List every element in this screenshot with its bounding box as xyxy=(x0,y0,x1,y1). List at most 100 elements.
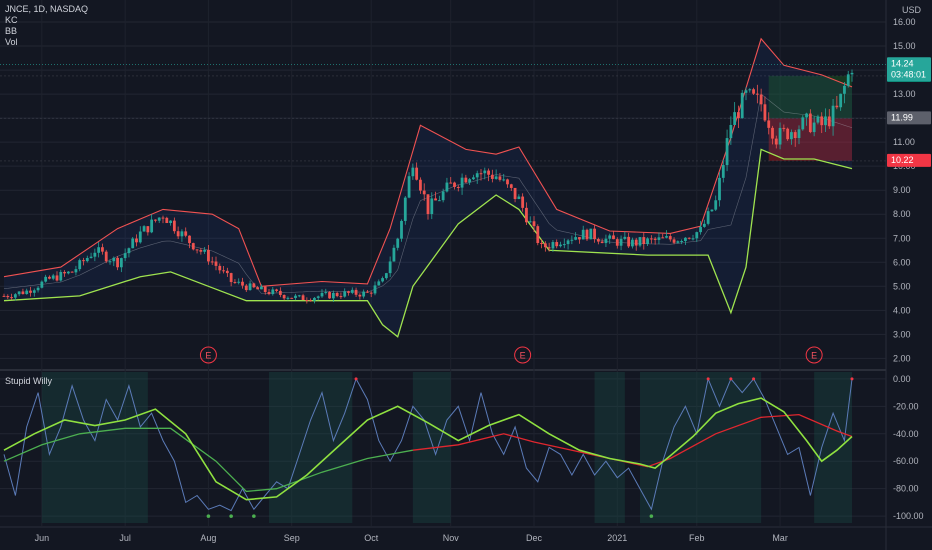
candle-body xyxy=(297,295,301,297)
overbought-dot xyxy=(706,377,710,381)
candle-body xyxy=(612,235,615,240)
candle-body xyxy=(578,237,581,240)
candle-body xyxy=(604,238,608,244)
candle-body xyxy=(793,132,797,138)
candle-body xyxy=(627,236,631,247)
candle-body xyxy=(316,296,320,298)
candle-body xyxy=(419,179,422,191)
candle-body xyxy=(214,261,218,266)
symbol-legend[interactable]: JNCE, 1D, NASDAQ KC BB Vol xyxy=(5,4,88,48)
candle-body xyxy=(17,291,21,295)
earnings-marker xyxy=(199,346,217,364)
candle-body xyxy=(752,89,755,94)
candle-body xyxy=(437,200,441,202)
willy-tick-label: -20.00 xyxy=(893,401,919,411)
candle-body xyxy=(748,89,752,91)
candle-body xyxy=(180,231,184,237)
price-tick-label: 9.00 xyxy=(893,185,911,195)
candle-body xyxy=(797,129,801,138)
stop-tag-text: 10.22 xyxy=(891,155,914,165)
candle-body xyxy=(479,173,483,175)
candle-body xyxy=(843,85,846,94)
candle-body xyxy=(396,238,400,248)
candle-body xyxy=(25,290,29,295)
indicator-vol[interactable]: Vol xyxy=(5,37,18,47)
time-axis[interactable]: Jun Jul Aug Sep Oct Nov Dec 2021 Feb Mar xyxy=(35,533,788,543)
candle-body xyxy=(631,239,634,247)
candle-body xyxy=(619,238,623,246)
last-price-tag-text: 14.24 xyxy=(891,58,914,68)
candle-body xyxy=(824,116,827,126)
candle-body xyxy=(498,176,502,180)
candle-body xyxy=(225,270,229,274)
candle-body xyxy=(472,177,475,180)
candle-body xyxy=(638,237,642,246)
willy-slow-up xyxy=(3,427,414,493)
candle-body xyxy=(369,292,373,294)
willy-shade-zone xyxy=(814,372,852,523)
candle-body xyxy=(36,287,40,291)
oversold-dot xyxy=(252,514,256,518)
candle-body xyxy=(831,105,835,127)
candle-body xyxy=(725,138,729,166)
candle-body xyxy=(778,127,782,145)
price-tick-label: 8.00 xyxy=(893,209,911,219)
candles[interactable] xyxy=(2,69,854,304)
time-tick-label: Oct xyxy=(364,533,379,543)
candle-body xyxy=(551,242,555,249)
candle-body xyxy=(426,194,430,215)
candle-body xyxy=(252,283,256,288)
candle-body xyxy=(699,226,702,233)
willy-title[interactable]: Stupid Willy xyxy=(5,376,53,386)
candle-body xyxy=(169,220,172,224)
candle-body xyxy=(422,190,426,195)
candle-body xyxy=(706,211,710,224)
candle-body xyxy=(570,239,574,241)
candle-body xyxy=(521,196,525,208)
candle-body xyxy=(755,93,759,95)
candle-body xyxy=(146,226,150,233)
candle-body xyxy=(70,271,74,273)
symbol-title[interactable]: JNCE, 1D, NASDAQ xyxy=(5,4,89,14)
candle-body xyxy=(116,257,119,268)
earnings-marker xyxy=(514,346,532,364)
candle-body xyxy=(513,187,517,199)
candle-body xyxy=(657,237,661,240)
price-axis[interactable]: 16.0015.0014.0013.0012.0011.0010.009.008… xyxy=(893,17,924,521)
candle-body xyxy=(63,271,66,274)
candle-body xyxy=(241,281,244,286)
indicator-bb[interactable]: BB xyxy=(5,26,18,36)
willy-pane[interactable] xyxy=(3,372,854,523)
candle-body xyxy=(585,229,589,240)
time-tick-label: Jul xyxy=(119,533,131,543)
candle-body xyxy=(101,247,104,252)
candle-body xyxy=(354,289,358,295)
willy-legend[interactable]: Stupid Willy xyxy=(5,376,52,387)
price-tick-label: 3.00 xyxy=(893,329,911,339)
candle-body xyxy=(40,281,44,288)
candle-body xyxy=(305,300,309,302)
candle-body xyxy=(559,244,562,247)
indicator-kc[interactable]: KC xyxy=(5,15,18,25)
time-tick-label: Aug xyxy=(200,533,216,543)
price-tick-label: 13.00 xyxy=(893,89,916,99)
candle-body xyxy=(525,207,528,223)
candle-body xyxy=(6,295,10,298)
candle-body xyxy=(684,237,687,241)
candle-body xyxy=(581,229,585,240)
candle-body xyxy=(286,297,290,299)
candle-body xyxy=(744,90,748,93)
willy-tick-label: -40.00 xyxy=(893,429,919,439)
candle-body xyxy=(805,113,808,118)
candle-body xyxy=(403,197,407,221)
candle-body xyxy=(347,291,350,293)
candle-body xyxy=(263,286,267,293)
candle-body xyxy=(350,289,354,293)
currency-label[interactable]: USD xyxy=(902,5,922,15)
candle-body xyxy=(195,249,199,251)
candle-body xyxy=(816,116,820,123)
candle-body xyxy=(487,170,490,175)
candle-body xyxy=(661,237,665,239)
